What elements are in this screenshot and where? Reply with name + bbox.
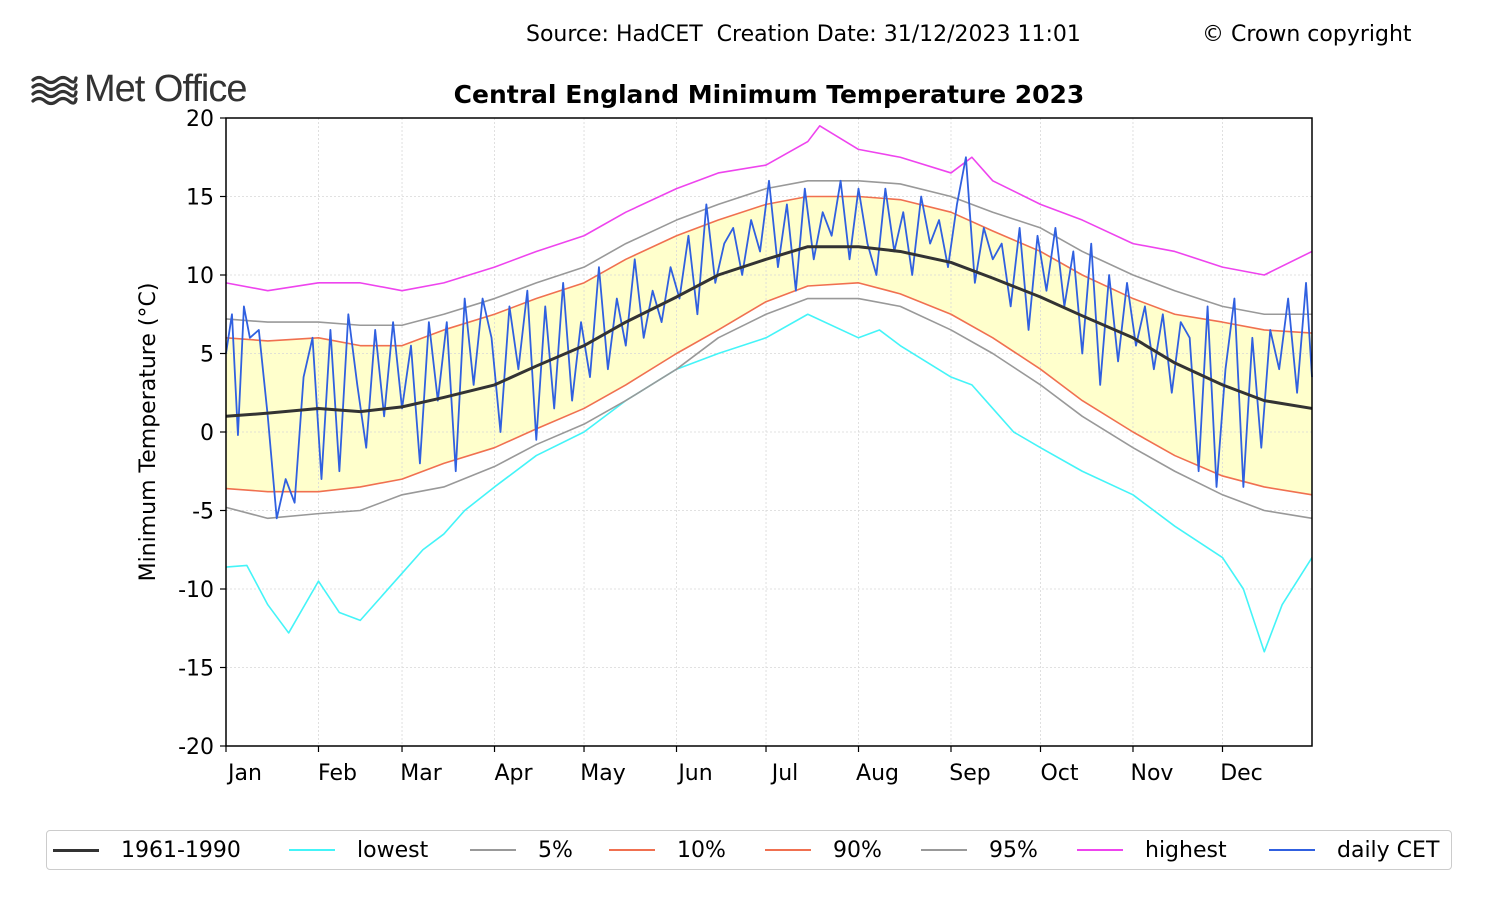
legend-label: daily CET	[1337, 837, 1440, 863]
legend-item: 5%	[470, 831, 573, 869]
y-tick-label: 10	[186, 264, 214, 289]
series-line-lowest	[225, 313, 1313, 653]
series-line-highest	[225, 125, 1313, 292]
legend-swatch	[921, 849, 967, 851]
source-credit: Source: HadCET Creation Date: 31/12/2023…	[526, 22, 1081, 47]
y-axis-label: Minimum Temperature (°C)	[136, 283, 161, 582]
series-line-5-	[225, 297, 1313, 520]
legend-swatch	[1077, 849, 1123, 851]
legend-item: 95%	[921, 831, 1038, 869]
month-label: Mar	[400, 761, 442, 786]
temperature-chart: -20 -15 -10 -5 0 5 10 15 20 Jan Feb Mar Apr May Jun Jul…	[136, 107, 1313, 786]
legend-swatch	[1269, 849, 1315, 851]
met-office-waves-icon	[31, 75, 78, 105]
met-office-logo: Met Office	[30, 68, 247, 111]
month-label: May	[580, 761, 625, 786]
legend-item: 1961-1990	[53, 831, 241, 869]
y-tick-label: 0	[200, 421, 214, 446]
chart-legend: 1961-1990 lowest 5% 10% 90% 95% highest daily C…	[46, 830, 1452, 870]
series-line-1961-1990	[225, 245, 1313, 418]
legend-label: 5%	[538, 837, 573, 863]
chart-title: Central England Minimum Temperature 2023	[453, 80, 1085, 109]
month-label: Dec	[1220, 761, 1263, 786]
legend-item: highest	[1077, 831, 1227, 869]
logo-wordmark: Met Office	[84, 68, 247, 110]
y-tick-label: 15	[186, 186, 214, 211]
y-tick-label: -15	[178, 657, 214, 682]
legend-swatch	[765, 849, 811, 851]
month-label: Oct	[1040, 761, 1078, 786]
legend-label: 10%	[677, 837, 726, 863]
legend-swatch	[53, 848, 99, 852]
series-line-10-	[225, 282, 1313, 496]
series-line-daily-cet	[225, 156, 1313, 520]
y-tick-label: 20	[186, 107, 214, 132]
month-label: Apr	[494, 761, 533, 786]
month-label: Jan	[226, 761, 262, 786]
month-label: Jul	[770, 761, 799, 786]
legend-label: lowest	[357, 837, 429, 863]
legend-label: highest	[1145, 837, 1227, 863]
legend-item: daily CET	[1269, 831, 1439, 869]
legend-swatch	[470, 849, 516, 851]
series-line-95-	[225, 180, 1312, 327]
y-tick-label: -5	[192, 500, 214, 525]
month-label: Sep	[949, 761, 990, 786]
legend-item: 90%	[765, 831, 882, 869]
month-label: Feb	[318, 761, 357, 786]
legend-item: lowest	[289, 831, 428, 869]
y-tick-label: -20	[178, 735, 214, 760]
legend-label: 90%	[833, 837, 882, 863]
legend-swatch	[609, 849, 655, 851]
legend-item: 10%	[609, 831, 726, 869]
legend-label: 1961-1990	[121, 837, 241, 863]
month-label: Jun	[676, 761, 712, 786]
month-label: Aug	[856, 761, 899, 786]
y-tick-label: -10	[178, 578, 214, 603]
copyright-notice: © Crown copyright	[1202, 22, 1412, 47]
month-label: Nov	[1131, 761, 1174, 786]
legend-swatch	[289, 849, 335, 851]
y-tick-label: 5	[200, 343, 214, 368]
legend-label: 95%	[989, 837, 1038, 863]
